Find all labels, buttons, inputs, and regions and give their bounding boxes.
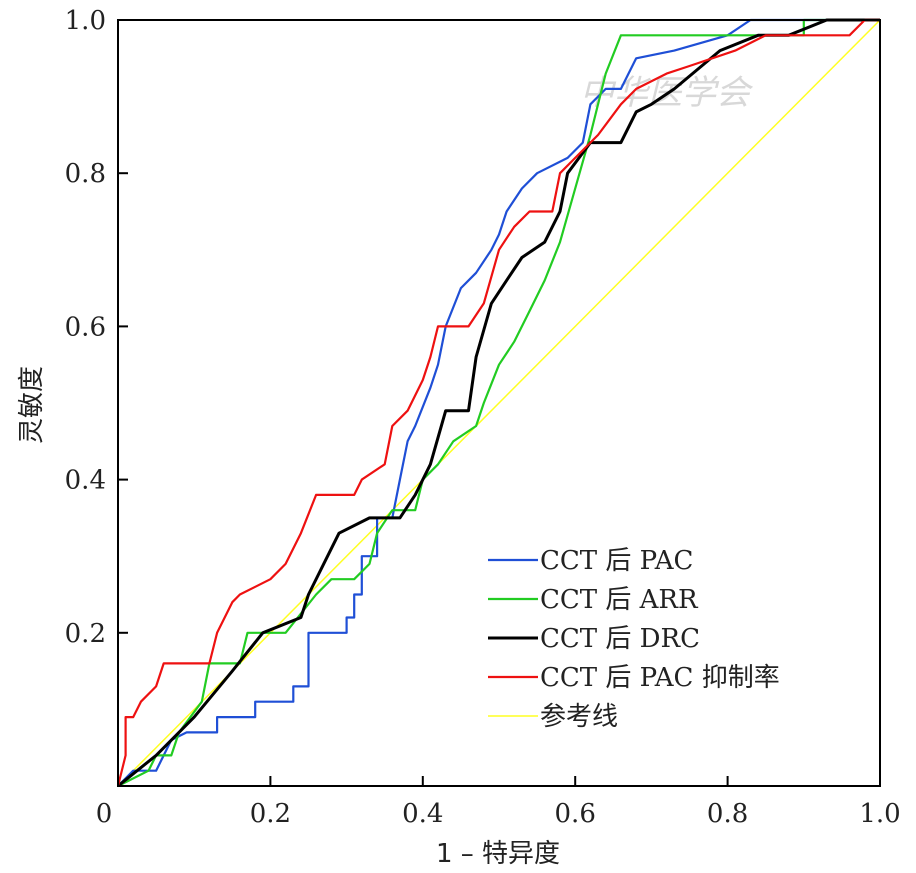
y-axis-label: 灵敏度 xyxy=(17,366,47,444)
plot-frame xyxy=(117,19,881,787)
y-tick-label: 0.2 xyxy=(65,619,106,649)
x-axis-label: 1 – 特异度 xyxy=(436,839,560,869)
y-tick-label: 0.4 xyxy=(65,466,106,496)
x-tick-label: 0 xyxy=(96,799,113,829)
axes: 0 0.2 0.4 0.6 0.8 1.0 0.2 0.4 0.6 0.8 1.0 xyxy=(65,6,901,829)
x-tick-label: 0.8 xyxy=(707,799,748,829)
x-tick-label: 1.0 xyxy=(859,799,900,829)
legend-label-1: CCT 后 ARR xyxy=(540,585,699,615)
legend-label-2: CCT 后 DRC xyxy=(540,624,700,654)
y-tick-label: 0.8 xyxy=(65,159,106,189)
legend-label-0: CCT 后 PAC xyxy=(540,546,693,576)
series-line-0 xyxy=(117,18,880,787)
series-line-3 xyxy=(116,18,880,787)
x-tick-label: 0.6 xyxy=(555,799,596,829)
series-line-1 xyxy=(117,18,880,787)
series-line-4 xyxy=(117,19,881,787)
legend: CCT 后 PAC CCT 后 ARR CCT 后 DRC CCT 后 PAC 抑制率… xyxy=(488,546,780,732)
x-tick-label: 0.2 xyxy=(250,799,291,829)
y-tick-label: 0.6 xyxy=(65,312,106,342)
x-tick-label: 0.4 xyxy=(402,799,443,829)
plot-area xyxy=(116,18,881,788)
legend-label-4: 参考线 xyxy=(540,702,618,732)
legend-label-3: CCT 后 PAC 抑制率 xyxy=(540,663,780,693)
series-line-2 xyxy=(117,18,880,788)
y-tick-label: 1.0 xyxy=(65,6,106,36)
